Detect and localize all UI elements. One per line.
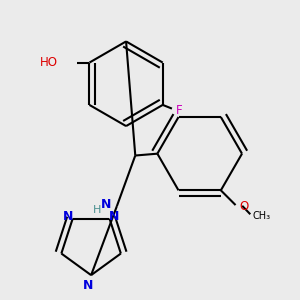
Text: CH₃: CH₃ (252, 211, 270, 221)
Text: N: N (109, 210, 119, 223)
Text: N: N (83, 279, 93, 292)
Text: H: H (93, 205, 101, 215)
Text: F: F (176, 104, 182, 117)
Text: O: O (239, 200, 248, 213)
Text: N: N (63, 210, 74, 223)
Text: N: N (101, 198, 111, 211)
Text: HO: HO (40, 56, 58, 69)
